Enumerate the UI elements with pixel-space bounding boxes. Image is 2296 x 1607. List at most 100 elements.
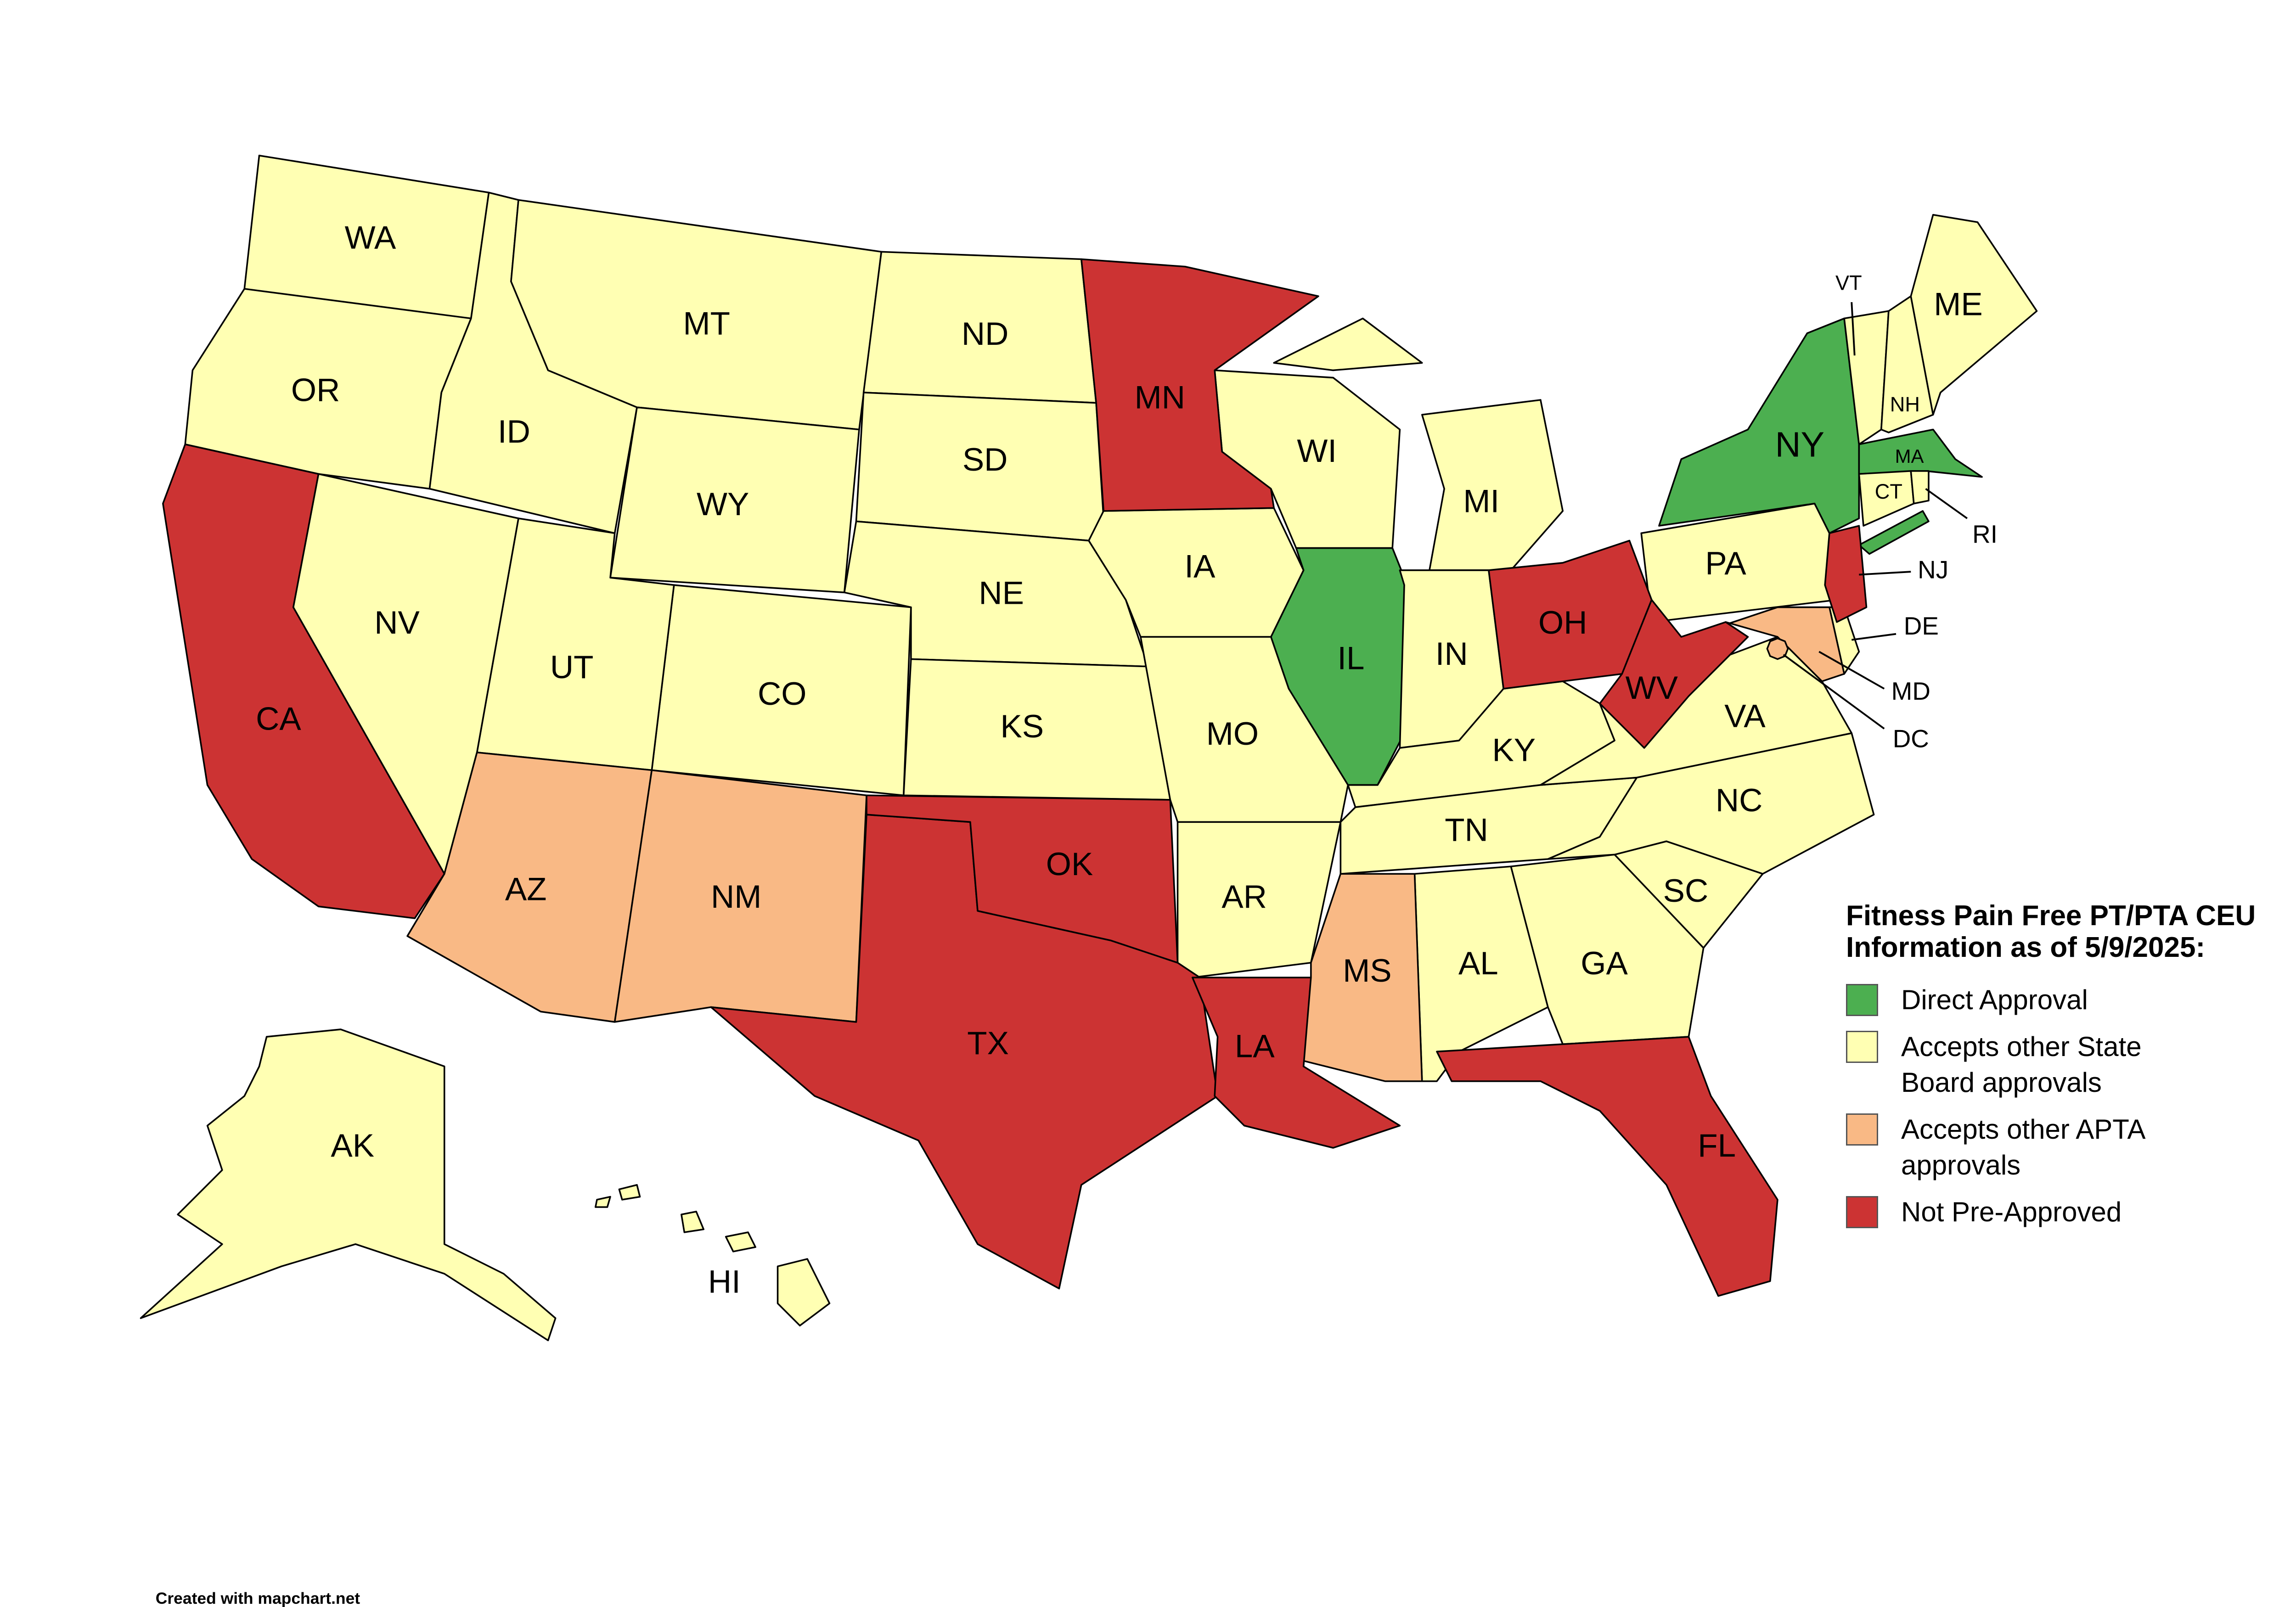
state-label: PA [1705, 545, 1746, 582]
state-label: DE [1904, 612, 1939, 640]
leader-line [1925, 488, 1968, 519]
state-label: OR [291, 372, 340, 409]
state-label: NH [1890, 393, 1920, 416]
state-labels: NY MA IL WA OR ID MT WY ND SD NE KS CO UT NV IA MO AR WI MI… [256, 219, 1998, 1300]
state-shape [1547, 732, 1875, 875]
legend-swatch [1846, 1113, 1878, 1146]
state-label: AK [331, 1128, 374, 1164]
state-label: KS [1000, 708, 1044, 745]
state-label: VT [1835, 271, 1862, 294]
legend-title: Fitness Pain Free PT/PTA CEU Information… [1846, 900, 2256, 964]
state-shapes [140, 154, 2038, 1342]
state-shape [1658, 317, 1860, 534]
state-label: OK [1046, 846, 1093, 882]
state-label: AL [1458, 945, 1498, 982]
state-label: HI [708, 1264, 741, 1300]
legend-swatch [1846, 1196, 1878, 1228]
state-label: IA [1184, 548, 1216, 584]
state-shape [681, 1210, 705, 1233]
state-shape [1176, 821, 1342, 978]
legend-swatch [1846, 1030, 1878, 1063]
state-label: IL [1337, 640, 1364, 676]
state-label: TN [1445, 812, 1488, 848]
state-label: ND [962, 316, 1008, 352]
legend-swatch [1846, 983, 1878, 1016]
state-shape [1910, 470, 1930, 505]
legend-label: Direct Approval [1901, 984, 2088, 1015]
leader-line [1783, 654, 1885, 730]
state-label: CT [1875, 480, 1902, 503]
state-label: TX [967, 1025, 1009, 1062]
state-label: NY [1775, 425, 1825, 465]
state-shape [1436, 1036, 1778, 1297]
legend-label: Not Pre-Approved [1901, 1196, 2122, 1227]
state-shape [1824, 525, 1868, 623]
leader-line [1851, 633, 1896, 641]
state-label: SD [962, 442, 1008, 478]
state-label: WV [1626, 670, 1678, 706]
state-label: MA [1895, 445, 1924, 467]
legend: Fitness Pain Free PT/PTA CEU Information… [1846, 900, 2268, 1241]
state-shape [866, 794, 1179, 964]
state-label: MS [1343, 953, 1391, 989]
state-label: UT [550, 649, 594, 686]
state-label: NC [1716, 782, 1762, 819]
legend-item: Accepts other APTA approvals [1846, 1112, 2268, 1183]
state-shape [1688, 606, 1845, 682]
legend-item: Accepts other State Board approvals [1846, 1029, 2268, 1101]
state-label: AZ [505, 871, 547, 908]
leader-line [1851, 302, 1856, 356]
state-label: MD [1891, 677, 1930, 705]
leader-line [1859, 571, 1911, 576]
state-shape [1295, 873, 1423, 1082]
state-label: OH [1538, 605, 1587, 641]
state-shape [595, 1196, 611, 1208]
state-shape [1910, 214, 2038, 416]
state-label: IN [1435, 636, 1468, 672]
state-label: ME [1934, 286, 1982, 322]
state-label: DC [1893, 724, 1929, 753]
state-shape [1080, 258, 1319, 512]
state-shape [1599, 599, 1749, 749]
state-shape [1858, 510, 1930, 555]
leader-lines [1783, 302, 1968, 730]
state-shape [1880, 295, 1934, 433]
state-label: NJ [1918, 556, 1948, 584]
state-label: NE [979, 575, 1024, 612]
state-shape [618, 1184, 641, 1201]
state-label: MT [683, 305, 730, 342]
state-label: RI [1972, 520, 1998, 548]
state-shape [140, 1028, 557, 1342]
state-label: WY [697, 486, 749, 523]
state-label: KY [1492, 732, 1536, 768]
state-shape [777, 1258, 831, 1326]
state-label: VA [1724, 698, 1766, 734]
state-shape [1191, 977, 1401, 1149]
footer-credit: Created with mapchart.net [156, 1589, 360, 1607]
state-label: SC [1663, 873, 1709, 909]
state-shape [1273, 317, 1423, 371]
state-label: MI [1463, 483, 1499, 520]
state-shape [1140, 636, 1349, 823]
legend-item: Not Pre-Approved [1846, 1194, 2268, 1230]
state-label: NM [711, 879, 761, 915]
state-shape [1766, 637, 1789, 660]
state-label: NV [374, 605, 420, 641]
state-label: AR [1221, 879, 1267, 915]
state-label: ID [498, 414, 530, 450]
state-label: WI [1297, 433, 1337, 469]
legend-items: Direct Approval Accepts other State Board… [1846, 982, 2268, 1230]
legend-label: Accepts other State Board approvals [1901, 1031, 2142, 1098]
state-shape [162, 443, 445, 919]
state-label: GA [1581, 945, 1628, 982]
state-label: MO [1206, 716, 1259, 752]
legend-item: Direct Approval [1846, 982, 2268, 1018]
state-label: FL [1698, 1128, 1736, 1164]
state-label: CO [758, 676, 806, 712]
legend-label: Accepts other APTA approvals [1901, 1113, 2144, 1180]
state-label: WA [345, 219, 396, 256]
state-label: MN [1135, 380, 1185, 416]
state-label: LA [1235, 1028, 1275, 1065]
